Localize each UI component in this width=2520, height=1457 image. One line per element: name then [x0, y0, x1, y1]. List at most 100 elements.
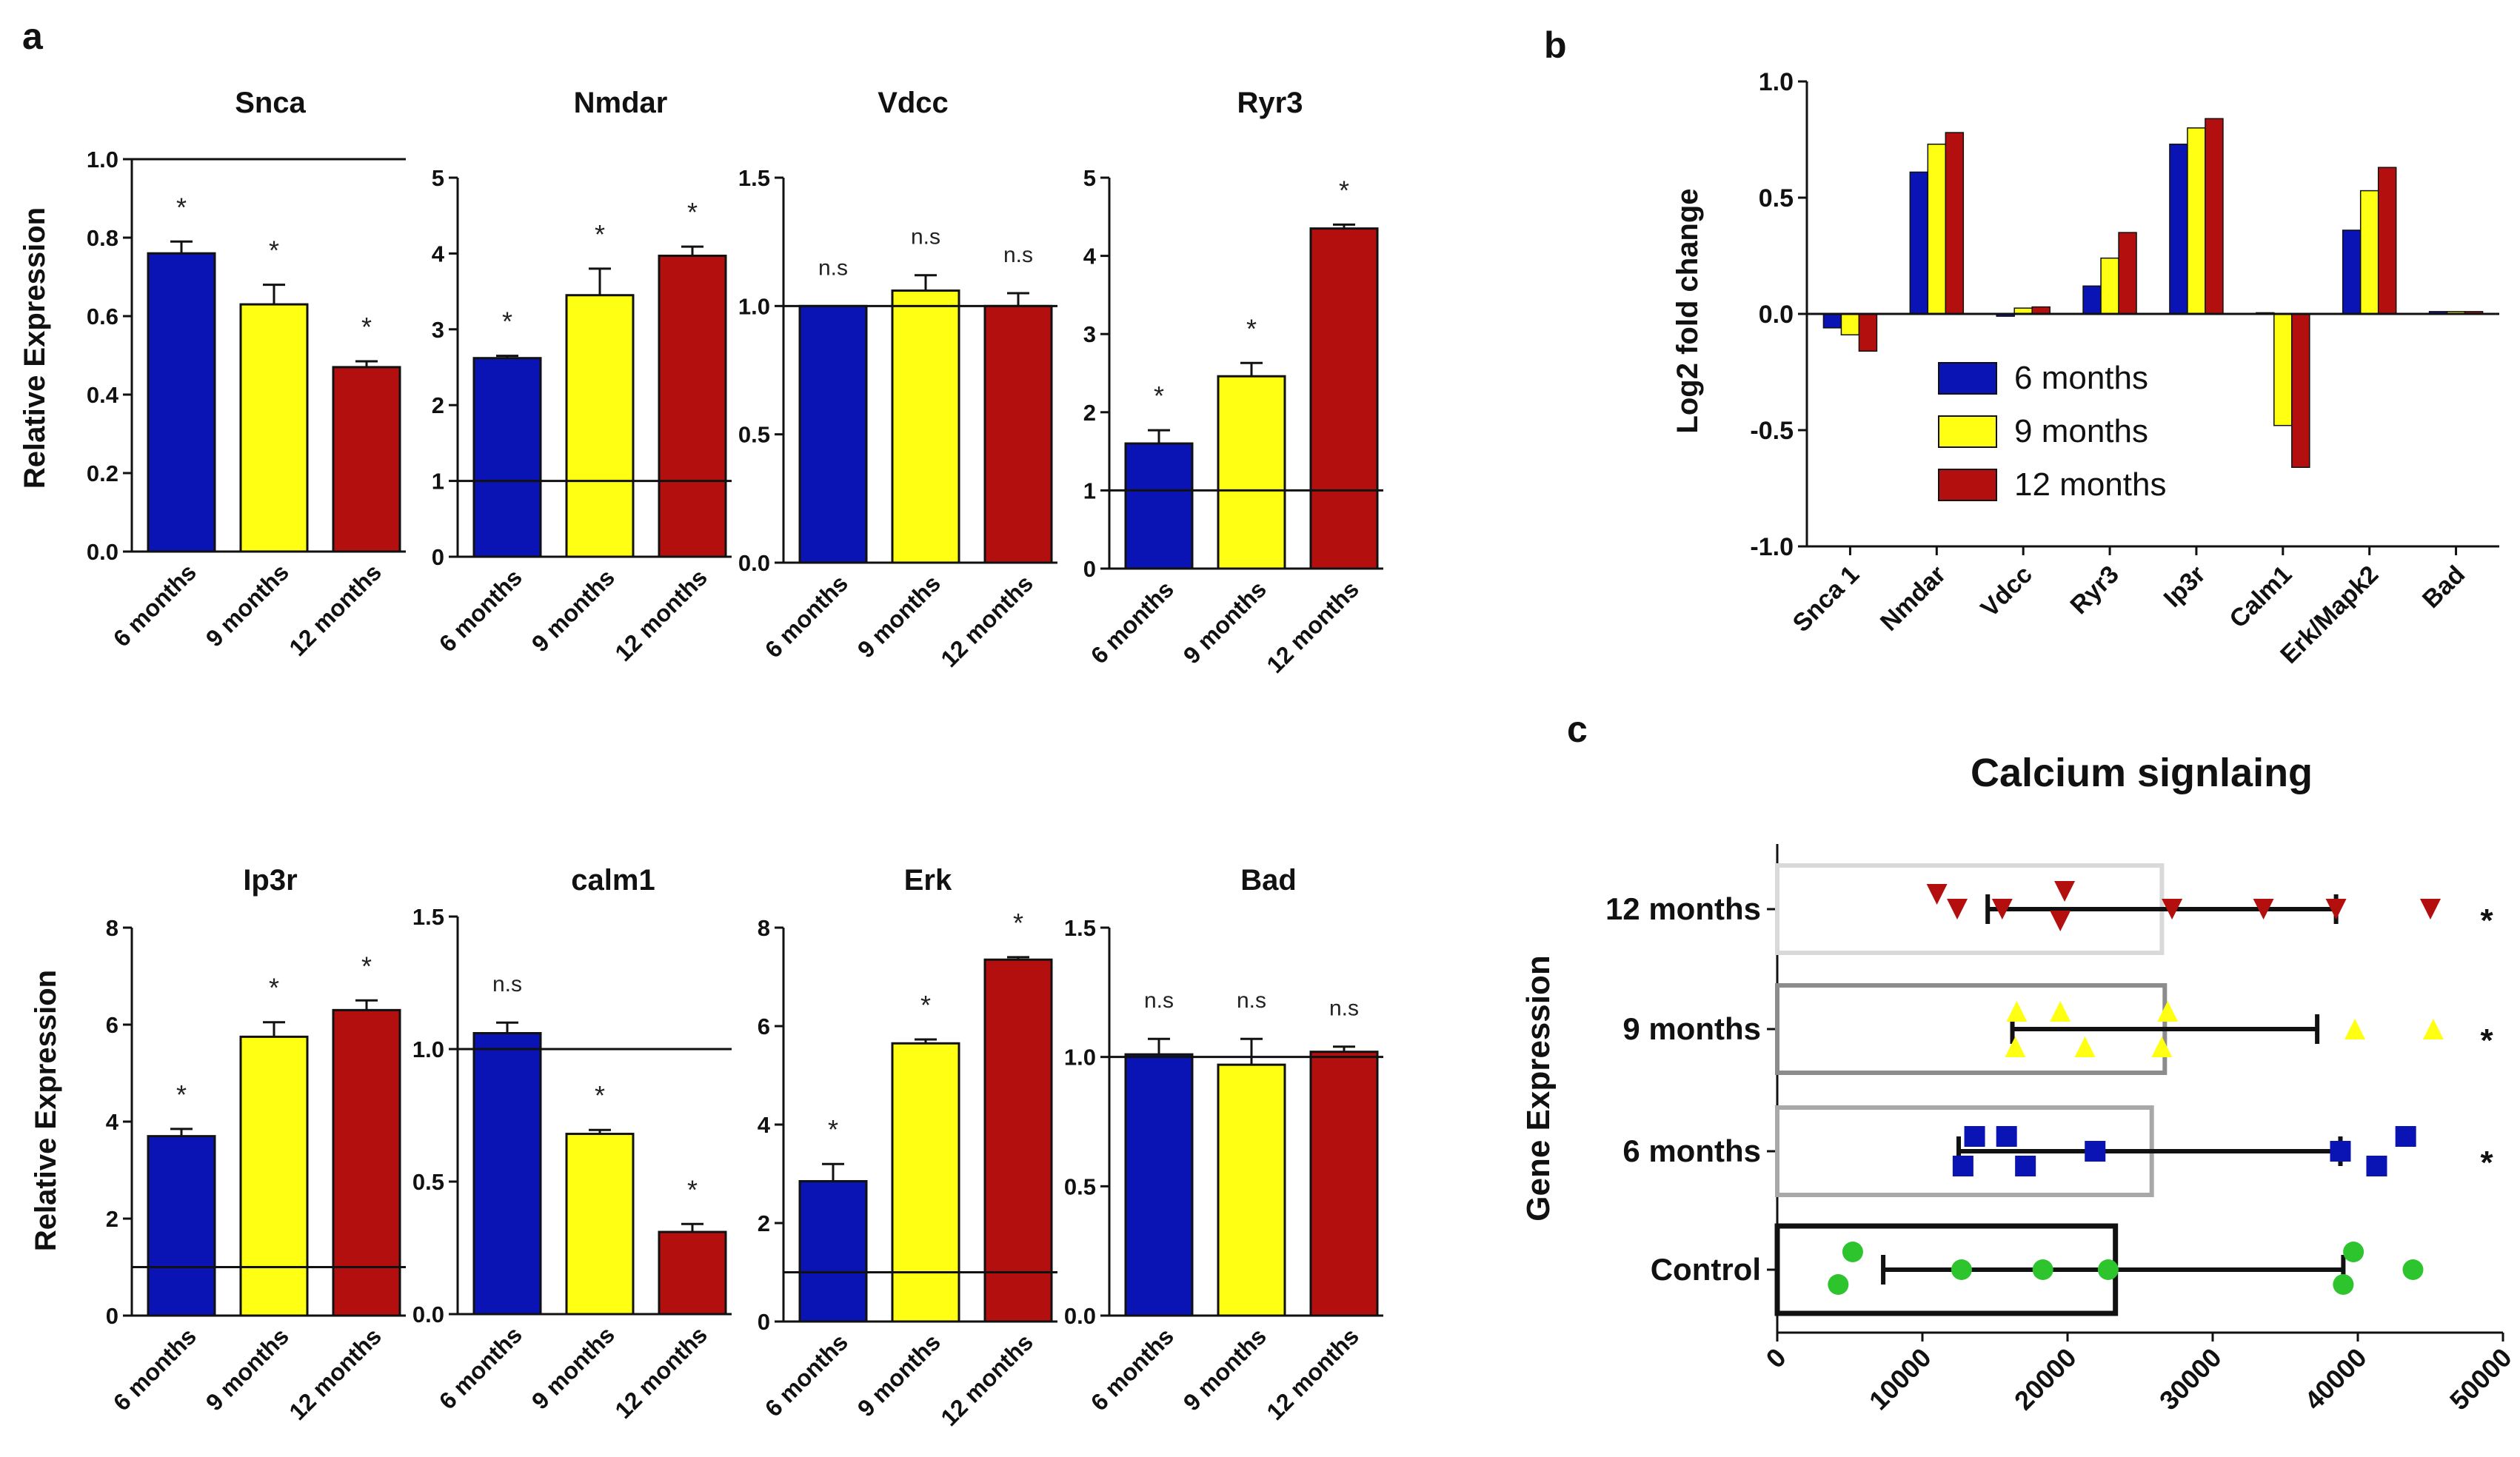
x-tick-label: Vdcc — [1976, 560, 2038, 623]
y-tick-label: 3 — [432, 317, 444, 343]
data-point-2-5 — [2330, 1141, 2351, 1162]
data-point-3-4 — [2097, 1259, 2119, 1280]
y-tick-label: 0.0 — [1064, 1303, 1096, 1329]
data-point-0-6 — [2253, 899, 2274, 920]
y-tick-label: 4 — [758, 1112, 771, 1138]
y-tick-label: 0.6 — [87, 304, 118, 329]
bar-ryr3-1 — [2100, 257, 2119, 315]
y-tick-label: 0.5 — [1759, 184, 1794, 212]
y-tick-label: 1.0 — [738, 293, 770, 319]
significance-label: * — [2480, 902, 2493, 939]
y-tick-label: 0 — [432, 544, 444, 570]
legend-label-0: 6 months — [2014, 360, 2148, 396]
chart-title: Bad — [1240, 864, 1297, 897]
y-tick-label: 1.5 — [412, 904, 444, 930]
bar-bad-1 — [1217, 1063, 1286, 1317]
data-point-0-4 — [2050, 911, 2071, 931]
y-tick-label: 1 — [432, 469, 444, 495]
bar-vdcc-0 — [798, 304, 868, 564]
x-tick-label: Nmdar — [1875, 560, 1951, 637]
x-tick-label: Ryr3 — [2065, 560, 2124, 620]
bar-snca-1-1 — [1840, 313, 1860, 336]
significance-label: n.s — [492, 972, 522, 997]
bar-chart-snca: Snca 0.0 0.2 0.4 0.6 0.8 1.0 * 6 months * 9 months… — [87, 87, 406, 661]
legend-swatch-2 — [1938, 469, 1997, 501]
y-tick-label: 3 — [1083, 321, 1096, 347]
data-point-1-3 — [2074, 1036, 2096, 1057]
significance-label: * — [176, 1079, 187, 1110]
significance-label: * — [361, 312, 372, 342]
significance-label: * — [595, 1080, 605, 1111]
y-tick-label: 1.0 — [412, 1036, 444, 1062]
significance-label: * — [1339, 175, 1349, 205]
bar-erk-0 — [798, 1179, 868, 1323]
chart-title: Erk — [904, 864, 952, 897]
data-point-1-5 — [2157, 1001, 2179, 1022]
data-point-0-1 — [1947, 899, 1968, 920]
significance-label: * — [1246, 313, 1257, 344]
bar-vdcc-2 — [983, 304, 1053, 564]
y-tick-label: 2 — [432, 392, 444, 418]
bar-chart-vdcc: Vdcc 0.0 0.5 1.0 1.5 n.s 6 months n.s 9 months n.… — [738, 87, 1057, 672]
data-point-2-1 — [1952, 1156, 1973, 1176]
bar-ryr3-0 — [1124, 442, 1194, 570]
bar-nmdar-0 — [1909, 171, 1929, 315]
group-6-months: 6 months * — [1622, 1105, 2493, 1197]
x-tick-label: 20000 — [2008, 1342, 2082, 1416]
y-tick-label: 12 months — [1605, 891, 1761, 926]
bar-chart-calm1: calm1 0.0 0.5 1.0 1.5 n.s 6 months * 9 months * 12… — [412, 864, 732, 1424]
bar-erk-1 — [891, 1042, 960, 1323]
x-tick-label: 6 months — [1086, 1322, 1179, 1416]
significance-label: n.s — [911, 225, 940, 249]
chart-title: calm1 — [571, 864, 655, 897]
bar-erk-mapk2-0 — [2342, 230, 2362, 315]
bar-ip3r-2 — [2205, 118, 2224, 315]
bar-erk-2 — [983, 958, 1053, 1323]
data-point-2-2 — [1996, 1126, 2017, 1147]
significance-label: * — [176, 192, 187, 222]
bar-erk-mapk2-1 — [2359, 190, 2379, 315]
chart-title: Snca — [235, 87, 306, 119]
y-tick-label: 0.0 — [87, 539, 118, 565]
x-tick-label: 0 — [1760, 1342, 1792, 1374]
x-tick-label: 9 months — [1178, 1322, 1271, 1416]
x-tick-label: 50000 — [2444, 1342, 2518, 1416]
x-tick-label: Bad — [2417, 560, 2470, 614]
x-tick-label: 6 months — [434, 1321, 527, 1414]
y-tick-label: 0.0 — [1759, 301, 1794, 329]
legend: 6 months 9 months 12 months — [1938, 360, 2166, 503]
y-tick-label: 1.5 — [1064, 915, 1096, 941]
panel-label-b: b — [1544, 24, 1567, 66]
data-point-1-6 — [2344, 1019, 2366, 1039]
x-tick-label: 9 months — [1178, 575, 1271, 669]
bar-nmdar-2 — [658, 254, 727, 558]
significance-label: * — [269, 973, 279, 1003]
bar-snca-0 — [147, 252, 216, 553]
significance-label: * — [2480, 1145, 2493, 1181]
y-tick-label: 8 — [106, 915, 118, 941]
y-tick-label: Control — [1651, 1252, 1761, 1287]
x-tick-label: 30000 — [2153, 1342, 2227, 1416]
bar-ip3r-2 — [332, 1008, 401, 1317]
y-tick-label: 5 — [432, 165, 444, 191]
y-tick-label: 1 — [1083, 478, 1096, 503]
significance-label: * — [361, 951, 372, 981]
data-point-3-1 — [1842, 1242, 1863, 1262]
significance-label: n.s — [1329, 997, 1359, 1021]
data-point-2-6 — [2366, 1156, 2387, 1176]
y-tick-label: 0.8 — [87, 225, 118, 251]
data-point-2-0 — [1964, 1126, 1985, 1147]
y-tick-label: 9 months — [1622, 1011, 1761, 1046]
y-tick-label: -1.0 — [1750, 533, 1794, 561]
y-tick-label: 0.5 — [412, 1169, 444, 1195]
y-tick-label: 0.5 — [1064, 1173, 1096, 1199]
bar-nmdar-1 — [1927, 144, 1947, 315]
x-tick-label: 12 months — [1261, 575, 1364, 678]
x-tick-label: 9 months — [852, 569, 946, 663]
significance-label: * — [687, 197, 698, 227]
bar-ip3r-0 — [147, 1135, 216, 1317]
bar-ryr3-2 — [2118, 232, 2137, 315]
significance-label: n.s — [1237, 988, 1266, 1013]
x-tick-label: 12 months — [1261, 1322, 1364, 1425]
